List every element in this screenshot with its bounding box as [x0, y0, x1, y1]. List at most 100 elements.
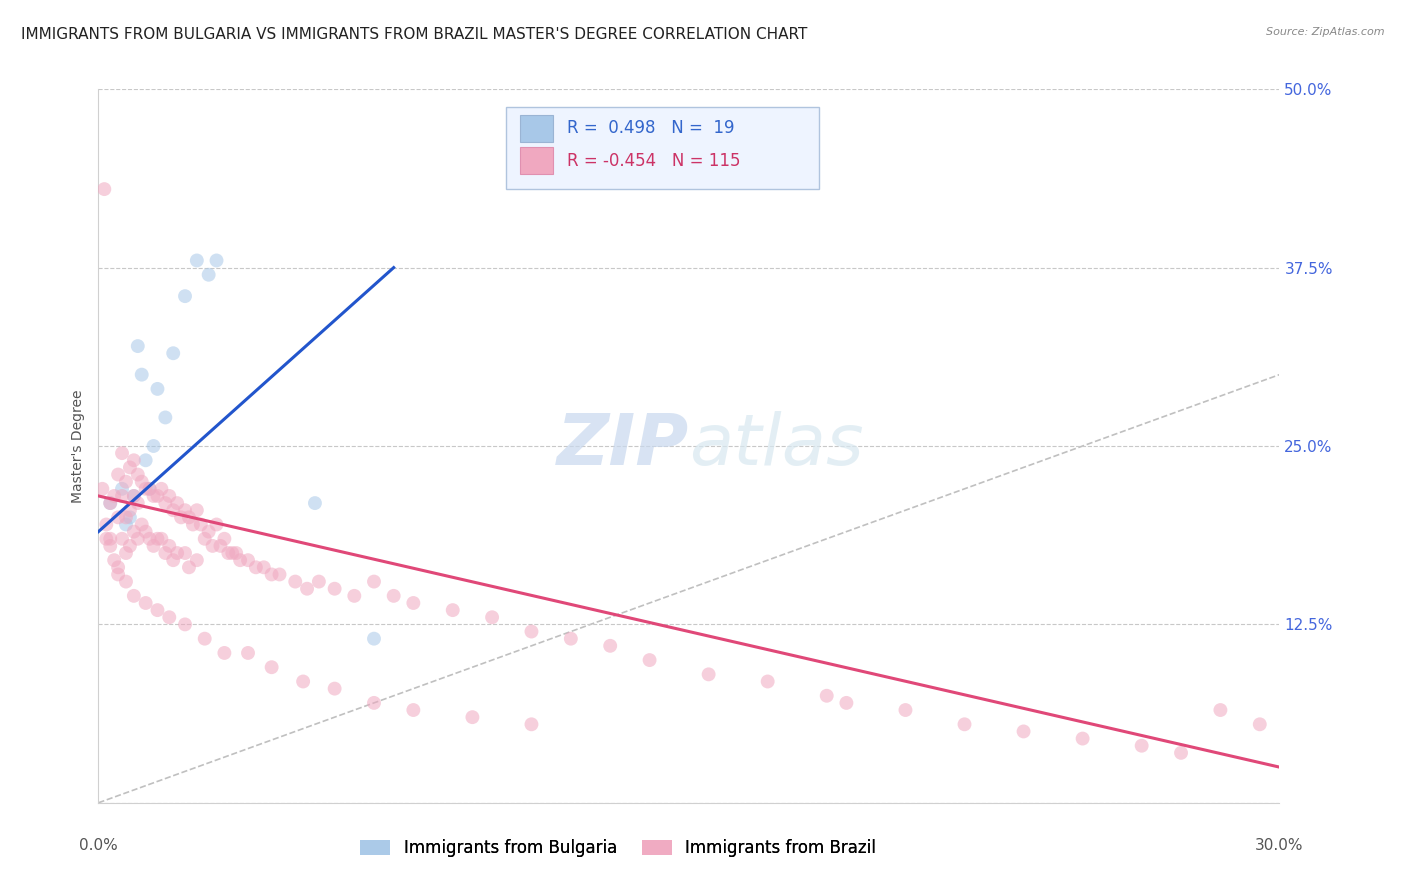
- Point: [205, 517, 228, 532]
- Point: [138, 532, 160, 546]
- Point: [1209, 703, 1232, 717]
- Point: [103, 489, 125, 503]
- Point: [115, 517, 138, 532]
- Point: [131, 475, 153, 489]
- Point: [146, 532, 169, 546]
- Point: [127, 496, 149, 510]
- Point: [197, 268, 219, 282]
- Point: [122, 589, 145, 603]
- Text: R = -0.454   N = 115: R = -0.454 N = 115: [567, 152, 741, 169]
- Text: 0.0%: 0.0%: [79, 838, 118, 854]
- Point: [142, 539, 165, 553]
- Point: [111, 532, 134, 546]
- Text: Source: ZipAtlas.com: Source: ZipAtlas.com: [1267, 27, 1385, 37]
- Point: [190, 517, 212, 532]
- Point: [115, 546, 138, 560]
- Point: [284, 574, 307, 589]
- Point: [122, 489, 145, 503]
- Point: [194, 632, 217, 646]
- Point: [638, 653, 661, 667]
- Point: [382, 589, 405, 603]
- Point: [697, 667, 720, 681]
- Point: [253, 560, 276, 574]
- FancyBboxPatch shape: [506, 107, 818, 189]
- Point: [363, 632, 385, 646]
- Point: [201, 539, 224, 553]
- Point: [1249, 717, 1271, 731]
- Point: [115, 510, 138, 524]
- Point: [174, 617, 197, 632]
- Point: [91, 482, 114, 496]
- Point: [894, 703, 917, 717]
- Point: [131, 368, 153, 382]
- Point: [402, 596, 425, 610]
- Point: [96, 517, 118, 532]
- Point: [146, 382, 169, 396]
- Point: [174, 289, 197, 303]
- Point: [166, 546, 188, 560]
- Point: [157, 489, 180, 503]
- Point: [236, 553, 259, 567]
- Point: [560, 632, 582, 646]
- Point: [157, 610, 180, 624]
- Point: [138, 482, 160, 496]
- Point: [150, 482, 173, 496]
- Point: [229, 553, 252, 567]
- Point: [135, 453, 157, 467]
- Point: [174, 546, 197, 560]
- Point: [177, 560, 200, 574]
- Point: [122, 453, 145, 467]
- Point: [93, 182, 115, 196]
- Point: [98, 539, 121, 553]
- Point: [118, 460, 141, 475]
- Y-axis label: Master's Degree: Master's Degree: [72, 389, 86, 503]
- Point: [96, 532, 118, 546]
- Point: [225, 546, 247, 560]
- Point: [107, 560, 129, 574]
- Point: [155, 496, 177, 510]
- Point: [292, 674, 315, 689]
- Point: [146, 603, 169, 617]
- Point: [245, 560, 267, 574]
- Point: [363, 696, 385, 710]
- Point: [1130, 739, 1153, 753]
- Text: ZIP: ZIP: [557, 411, 689, 481]
- Point: [174, 503, 197, 517]
- Point: [756, 674, 779, 689]
- Point: [481, 610, 503, 624]
- Point: [186, 553, 208, 567]
- Point: [111, 446, 134, 460]
- Point: [98, 496, 121, 510]
- Point: [115, 574, 138, 589]
- Point: [107, 567, 129, 582]
- Point: [162, 553, 184, 567]
- Point: [157, 539, 180, 553]
- Point: [127, 467, 149, 482]
- FancyBboxPatch shape: [520, 115, 553, 142]
- Point: [520, 717, 543, 731]
- Point: [599, 639, 621, 653]
- Point: [98, 496, 121, 510]
- Point: [162, 346, 184, 360]
- Point: [260, 567, 283, 582]
- Point: [835, 696, 858, 710]
- Point: [127, 339, 149, 353]
- Point: [146, 489, 169, 503]
- Point: [461, 710, 484, 724]
- Point: [162, 503, 184, 517]
- Point: [186, 253, 208, 268]
- Point: [441, 603, 464, 617]
- Point: [205, 253, 228, 268]
- Point: [269, 567, 291, 582]
- Point: [150, 532, 173, 546]
- Point: [98, 532, 121, 546]
- Point: [236, 646, 259, 660]
- Point: [155, 546, 177, 560]
- Point: [122, 524, 145, 539]
- Point: [214, 646, 236, 660]
- Point: [166, 496, 188, 510]
- Point: [323, 681, 346, 696]
- Point: [363, 574, 385, 589]
- Text: IMMIGRANTS FROM BULGARIA VS IMMIGRANTS FROM BRAZIL MASTER'S DEGREE CORRELATION C: IMMIGRANTS FROM BULGARIA VS IMMIGRANTS F…: [21, 27, 807, 42]
- Point: [295, 582, 318, 596]
